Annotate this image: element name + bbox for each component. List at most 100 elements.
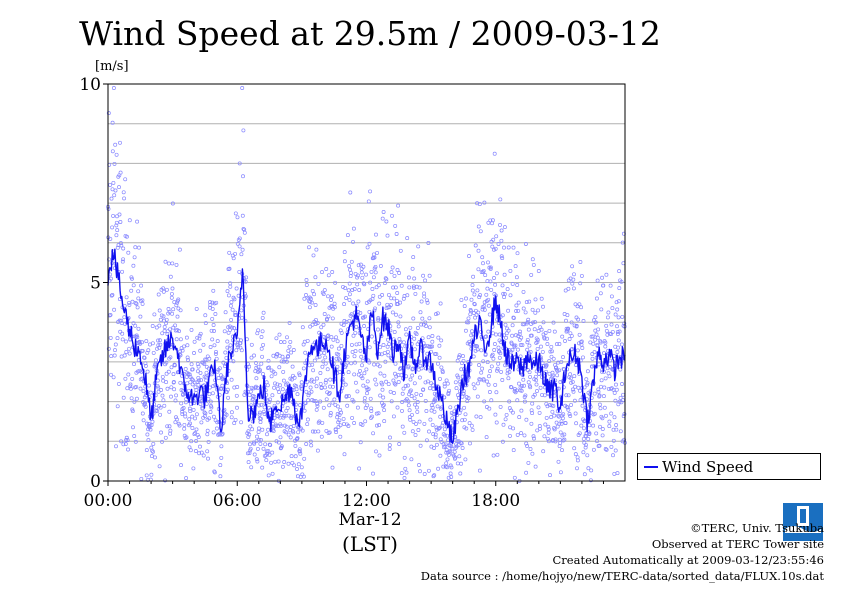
sample-point (301, 366, 306, 371)
sample-point (115, 336, 120, 341)
sample-point (304, 293, 308, 297)
sample-point (273, 381, 277, 386)
sample-point (486, 382, 491, 387)
sample-point (346, 370, 351, 375)
sample-point (558, 430, 563, 435)
sample-point (368, 321, 373, 326)
sample-point (429, 381, 434, 386)
sample-point (128, 384, 133, 389)
sample-point (486, 220, 491, 225)
sample-point (154, 325, 159, 330)
sample-point (233, 417, 238, 422)
sample-point (169, 385, 174, 390)
sample-point (354, 324, 359, 329)
sample-point (470, 283, 475, 288)
sample-point (267, 400, 272, 404)
sample-point (554, 365, 559, 370)
sample-point (149, 454, 154, 459)
sample-point (412, 396, 417, 401)
sample-point (263, 442, 268, 447)
sample-point (196, 375, 201, 380)
sample-point (309, 389, 314, 394)
sample-point (584, 442, 588, 447)
sample-point (373, 340, 378, 345)
sample-point (210, 300, 215, 305)
sample-point (143, 404, 148, 409)
sample-point (610, 329, 615, 334)
sample-point (581, 450, 586, 455)
sample-point (344, 393, 349, 398)
sample-point (214, 300, 219, 305)
sample-point (360, 376, 365, 381)
sample-point (422, 291, 427, 296)
y-axis-label: [m/s] (95, 59, 129, 74)
sample-point (493, 246, 498, 251)
sample-point (191, 466, 196, 471)
sample-point (553, 437, 558, 442)
sample-point (314, 384, 319, 389)
credits: ©TERC, Univ. Tsukuba Observed at TERC To… (421, 520, 824, 584)
sample-point (347, 292, 352, 297)
sample-point (204, 364, 209, 369)
sample-point (357, 466, 362, 471)
sample-point (335, 339, 340, 344)
sample-point (162, 325, 167, 329)
sample-point (481, 261, 485, 266)
sample-point (519, 384, 524, 389)
sample-point (528, 385, 533, 390)
sample-point (258, 368, 263, 373)
sample-point (509, 385, 514, 390)
sample-point (510, 323, 515, 328)
sample-point (286, 353, 291, 358)
sample-point (245, 451, 250, 456)
sample-point (428, 386, 432, 391)
sample-point (211, 414, 216, 419)
sample-point (529, 333, 534, 338)
sample-point (566, 278, 571, 283)
sample-point (110, 120, 115, 125)
sample-point (404, 332, 409, 337)
sample-point (382, 281, 387, 286)
sample-point (273, 459, 278, 464)
sample-point (246, 429, 251, 434)
sample-point (525, 340, 530, 345)
sample-point (219, 455, 224, 460)
sample-point (254, 376, 259, 381)
sample-point (476, 310, 481, 315)
sample-point (575, 455, 580, 460)
sample-point (270, 393, 275, 398)
sample-point (423, 320, 428, 325)
sample-point (237, 244, 242, 249)
sample-point (600, 275, 605, 280)
sample-point (372, 308, 377, 313)
sample-point (435, 311, 440, 316)
sample-point (388, 435, 392, 440)
sample-point (489, 364, 494, 369)
sample-point (587, 431, 592, 436)
sample-point (598, 340, 603, 345)
sample-point (393, 361, 398, 366)
sample-point (306, 393, 311, 398)
sample-point (538, 426, 542, 431)
sample-point (130, 376, 135, 381)
sample-point (613, 312, 618, 317)
sample-point (358, 310, 363, 315)
sample-point (175, 314, 180, 319)
sample-point (388, 303, 393, 307)
sample-point (331, 337, 336, 342)
sample-point (575, 348, 580, 353)
sample-point (544, 415, 549, 420)
sample-point (189, 377, 194, 382)
sample-point (207, 392, 212, 397)
sample-point (167, 309, 172, 314)
sample-point (408, 388, 413, 393)
sample-point (533, 374, 538, 379)
sample-point (115, 245, 120, 250)
sample-point (579, 273, 584, 278)
sample-point (380, 293, 385, 297)
sample-point (503, 417, 508, 422)
sample-point (122, 196, 127, 201)
sample-point (595, 343, 600, 348)
x-tick-label: 06:00 (213, 491, 262, 511)
sample-point (471, 354, 476, 359)
